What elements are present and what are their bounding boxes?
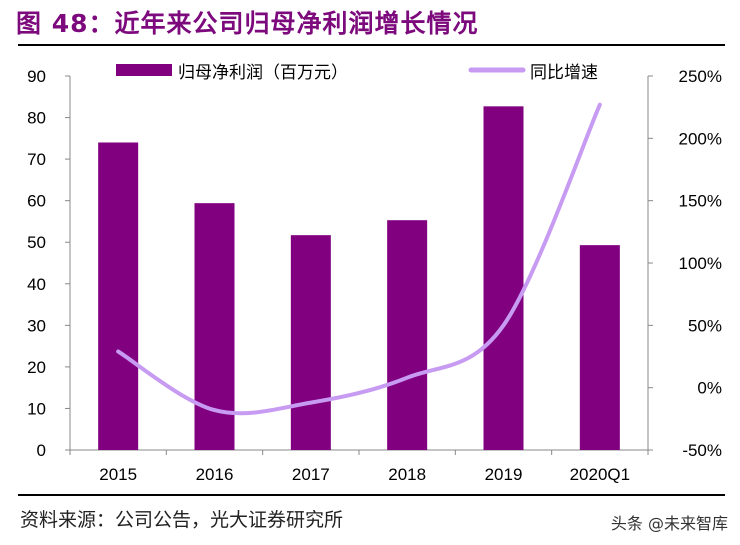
right-tick-label: 250% — [679, 67, 722, 86]
source-note: 资料来源：公司公告，光大证券研究所 — [20, 509, 344, 531]
left-tick-label: 10 — [27, 399, 46, 418]
right-tick-label: -50% — [682, 441, 722, 460]
bar-2019 — [483, 106, 524, 450]
bar-2020Q1 — [579, 245, 620, 450]
left-tick-label: 90 — [27, 67, 46, 86]
right-tick-label: 0% — [697, 379, 722, 398]
figure-title: 图 48：近年来公司归母净利润增长情况 — [16, 9, 479, 38]
right-tick-label: 150% — [679, 192, 722, 211]
left-tick-label: 80 — [27, 109, 46, 128]
x-tick-label: 2020Q1 — [570, 465, 631, 484]
bar-2015 — [98, 142, 139, 450]
legend-line-label: 同比增速 — [530, 63, 598, 82]
x-tick-label: 2019 — [485, 465, 523, 484]
bar-2018 — [387, 220, 428, 450]
right-tick-label: 100% — [679, 254, 722, 273]
x-tick-label: 2015 — [99, 465, 137, 484]
left-tick-label: 30 — [27, 316, 46, 335]
growth-line — [116, 102, 602, 416]
legend: 归母净利润（百万元） 同比增速 — [116, 63, 598, 82]
right-tick-label: 50% — [688, 316, 722, 335]
left-tick-label: 40 — [27, 275, 46, 294]
bar-2017 — [290, 235, 331, 450]
right-tick-label: 200% — [679, 129, 722, 148]
watermark: 头条 @未来智库 — [610, 514, 728, 533]
x-tick-label: 2018 — [388, 465, 426, 484]
left-tick-label: 50 — [27, 233, 46, 252]
legend-bar-label: 归母净利润（百万元） — [178, 63, 348, 82]
left-tick-label: 60 — [27, 192, 46, 211]
left-tick-label: 20 — [27, 358, 46, 377]
legend-bar-swatch — [116, 64, 172, 76]
left-tick-label: 0 — [37, 441, 46, 460]
x-tick-label: 2016 — [196, 465, 234, 484]
left-tick-label: 70 — [27, 150, 46, 169]
x-tick-label: 2017 — [292, 465, 330, 484]
